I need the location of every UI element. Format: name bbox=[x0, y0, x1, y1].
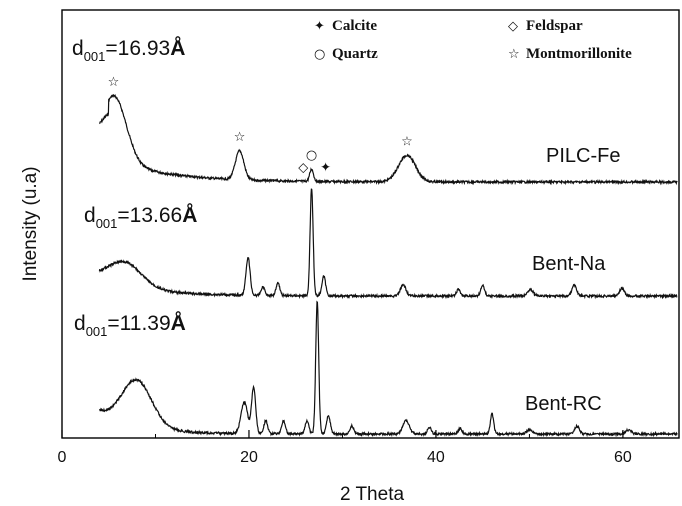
series-label-bent-rc: Bent-RC bbox=[525, 393, 602, 415]
calcite-icon: ✦ bbox=[320, 161, 331, 176]
spacing-labels: d001=16.93Å d001=13.66Å d001=11.39Å bbox=[72, 36, 197, 339]
x-tick-label: 40 bbox=[427, 449, 445, 466]
calcite-icon: ✦ bbox=[314, 19, 325, 34]
series-trace-pilc-fe bbox=[99, 93, 678, 186]
series-trace-bent-rc bbox=[98, 300, 678, 438]
spacing-label-pilc-fe: d001=16.93Å bbox=[72, 36, 185, 64]
quartz-icon: ○ bbox=[306, 148, 317, 163]
series-labels: PILC-Fe Bent-Na Bent-RC bbox=[525, 145, 620, 415]
montmorillonite-icon: ☆ bbox=[401, 134, 413, 149]
spacing-label-bent-rc: d001=11.39Å bbox=[74, 311, 186, 339]
legend-item: ○ Quartz bbox=[314, 46, 378, 62]
legend-item: ◇ Feldspar bbox=[508, 18, 583, 34]
plot-frame bbox=[61, 9, 680, 439]
montmorillonite-icon: ☆ bbox=[234, 130, 246, 145]
x-tick-label: 60 bbox=[614, 449, 632, 466]
legend-item: ✦ Calcite bbox=[314, 18, 377, 34]
legend-label: Quartz bbox=[332, 46, 378, 62]
legend: ✦ Calcite ◇ Feldspar ○ Quartz ☆ Montmorillonite bbox=[314, 18, 632, 62]
x-tick-label: 20 bbox=[240, 449, 258, 466]
legend-label: Calcite bbox=[332, 18, 377, 34]
quartz-icon: ○ bbox=[314, 47, 325, 62]
legend-label: Feldspar bbox=[526, 18, 583, 34]
spacing-label-bent-na: d001=13.66Å bbox=[84, 203, 197, 231]
y-axis-label: Intensity (u.a) bbox=[20, 166, 41, 281]
series-label-pilc-fe: PILC-Fe bbox=[546, 145, 620, 167]
legend-label: Montmorillonite bbox=[526, 46, 632, 62]
montmorillonite-icon: ☆ bbox=[508, 47, 520, 62]
series-trace-bent-na bbox=[98, 188, 678, 300]
phase-markers: ☆ ☆ ◇○✦ ☆ bbox=[108, 75, 413, 176]
x-tick-label: 0 bbox=[58, 449, 67, 466]
feldspar-icon: ◇ bbox=[508, 19, 518, 34]
feldspar-icon: ◇ bbox=[298, 160, 308, 175]
series-traces bbox=[98, 93, 678, 438]
series-label-bent-na: Bent-Na bbox=[532, 253, 606, 275]
x-axis-label: 2 Theta bbox=[340, 484, 405, 505]
montmorillonite-icon: ☆ bbox=[108, 75, 120, 90]
legend-item: ☆ Montmorillonite bbox=[508, 46, 632, 62]
